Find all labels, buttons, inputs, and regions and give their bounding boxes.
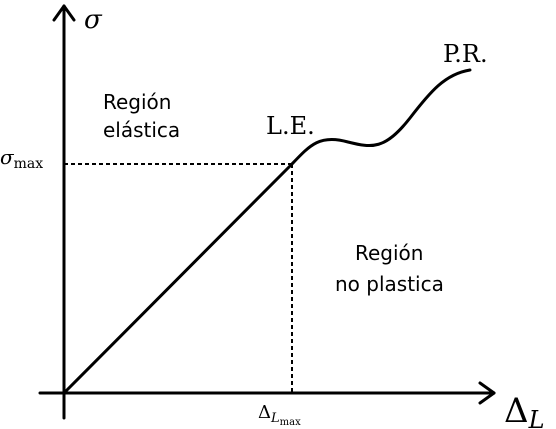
plastic-region-label-line2: no plastica xyxy=(335,272,444,296)
delta-max-subscript: L xyxy=(270,411,280,426)
delta-max-tick-label: ΔLmax xyxy=(258,402,301,428)
delta-max-subsubscript: max xyxy=(280,417,301,428)
stress-strain-curve xyxy=(62,68,472,395)
sigma-max-tick-label: σmax xyxy=(0,145,43,172)
y-axis-arrowhead xyxy=(52,4,76,22)
y-axis-label: σ xyxy=(84,5,103,35)
x-axis-label: ΔL xyxy=(504,391,545,429)
sigma-max-symbol: σ xyxy=(0,145,15,169)
elastic-region-label-line1: Región xyxy=(103,90,171,114)
x-axis-arrowhead xyxy=(478,381,496,405)
plastic-region-label-line1: Región xyxy=(355,241,423,265)
x-axis-delta: Δ xyxy=(504,391,529,429)
elastic-limit-label: L.E. xyxy=(266,112,315,140)
x-axis-subscript: L xyxy=(528,406,545,429)
delta-max-symbol: Δ xyxy=(258,402,271,423)
sigma-max-subscript: max xyxy=(14,156,44,172)
elastic-region-label-line2: elástica xyxy=(103,118,180,142)
rupture-point-label: P.R. xyxy=(443,40,488,68)
